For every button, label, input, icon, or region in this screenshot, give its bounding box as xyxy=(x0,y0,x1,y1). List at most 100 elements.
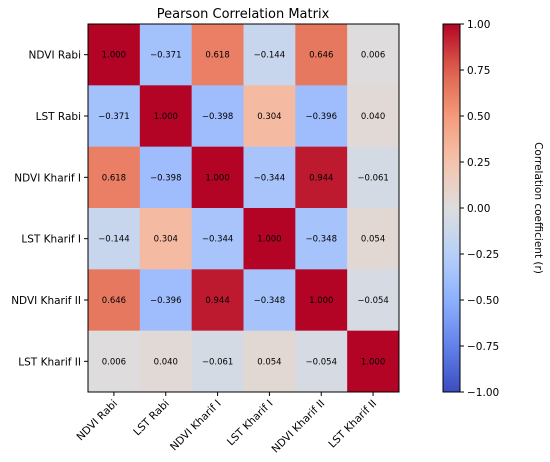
col-label: NDVI Kharif II xyxy=(270,398,328,456)
cell-value-label: −0.398 xyxy=(150,173,181,183)
heatmap-cells xyxy=(88,24,400,393)
heatmap-cell xyxy=(243,85,296,147)
heatmap-frame xyxy=(87,23,400,393)
colorbar-tick-label: −0.75 xyxy=(467,341,499,353)
row-label: NDVI Kharif I xyxy=(14,172,81,184)
cell-value-label: 0.646 xyxy=(102,296,126,306)
heatmap-cell xyxy=(191,24,244,86)
heatmap-cell xyxy=(139,85,192,147)
cell-value-label: 0.944 xyxy=(205,296,229,306)
cell-value-label: 1.000 xyxy=(361,357,385,367)
cell-value-label: 0.054 xyxy=(257,357,281,367)
heatmap-cell xyxy=(139,208,192,270)
heatmap-cell xyxy=(88,146,141,209)
colorbar-tick-label: 0.00 xyxy=(467,203,490,215)
cell-value-label: −0.054 xyxy=(357,296,388,306)
cell-value-label: 1.000 xyxy=(102,51,126,61)
cell-value-label: −0.348 xyxy=(306,235,337,245)
col-label: LST Kharif I xyxy=(225,398,276,449)
cell-value-label: −0.344 xyxy=(254,173,285,183)
cell-value-label: 0.006 xyxy=(102,357,126,367)
heatmap-cell xyxy=(191,85,244,147)
heatmap-cell xyxy=(88,330,141,393)
cell-value-label: 1.000 xyxy=(257,235,281,245)
colorbar-ticks: 1.00 0.75 0.50 0.25 0.00 −0.25 −0.50 −0.75 −1.00 xyxy=(460,19,499,399)
heatmap-cell xyxy=(88,85,141,147)
heatmap-cell xyxy=(295,330,348,393)
heatmap-cell xyxy=(295,269,348,331)
heatmap-cell xyxy=(243,24,296,86)
heatmap-cell xyxy=(191,330,244,393)
cell-value-label: 1.000 xyxy=(154,112,178,122)
heatmap-cell xyxy=(347,330,400,393)
colorbar-tick-label: 1.00 xyxy=(467,19,490,31)
colorbar-tick-label: 0.75 xyxy=(467,65,490,77)
heatmap-cell xyxy=(243,146,296,209)
col-label: LST Rabi xyxy=(131,398,172,439)
heatmap-cell xyxy=(88,208,141,270)
cell-value-label: 0.040 xyxy=(361,112,385,122)
heatmap-cell xyxy=(139,146,192,209)
cell-value-label: −0.061 xyxy=(357,173,388,183)
cell-value-label: −0.144 xyxy=(254,51,285,61)
cell-value-label: −0.344 xyxy=(202,235,233,245)
heatmap-cell xyxy=(295,146,348,209)
colorbar-tick-label: −0.25 xyxy=(467,249,499,261)
row-label: LST Rabi xyxy=(36,111,81,123)
cell-value-label: 0.646 xyxy=(309,51,333,61)
row-label: NDVI Kharif II xyxy=(11,295,81,307)
cell-value-label: 0.944 xyxy=(309,173,333,183)
cell-value-label: −0.054 xyxy=(306,357,337,367)
heatmap-row-labels: NDVI Rabi LST Rabi NDVI Kharif I LST Kharif… xyxy=(11,50,88,368)
heatmap-cell xyxy=(139,24,192,86)
heatmap-cell-values: 1.000 −0.371 0.618 −0.144 0.646 0.006 −0.371 1.… xyxy=(98,51,389,368)
heatmap-cell xyxy=(295,24,348,86)
heatmap-cell xyxy=(243,208,296,270)
col-label: NDVI Rabi xyxy=(74,398,120,444)
colorbar xyxy=(442,23,461,393)
colorbar-tick-label: −0.50 xyxy=(467,295,499,307)
cell-value-label: 0.006 xyxy=(361,51,385,61)
row-label: NDVI Rabi xyxy=(29,50,81,62)
heatmap-cell xyxy=(191,146,244,209)
heatmap-cell xyxy=(243,330,296,393)
heatmap-cell xyxy=(88,269,141,331)
heatmap-cell xyxy=(88,24,141,86)
heatmap-cell xyxy=(295,208,348,270)
cell-value-label: 0.304 xyxy=(154,235,178,245)
heatmap-cell xyxy=(347,146,400,209)
cell-value-label: 1.000 xyxy=(309,296,333,306)
row-label: LST Kharif II xyxy=(18,356,81,368)
colorbar-label: Correlation coefficient (r) xyxy=(532,142,544,274)
heatmap-cell xyxy=(191,269,244,331)
cell-value-label: −0.396 xyxy=(150,296,181,306)
cell-value-label: −0.398 xyxy=(202,112,233,122)
colorbar-tick-label: −1.00 xyxy=(467,387,499,399)
col-label: LST Kharif II xyxy=(326,398,379,451)
row-label: LST Kharif I xyxy=(21,234,81,246)
cell-value-label: 1.000 xyxy=(205,173,229,183)
heatmap-cell xyxy=(139,269,192,331)
cell-value-label: −0.396 xyxy=(306,112,337,122)
cell-value-label: −0.371 xyxy=(98,112,129,122)
colorbar-tick-label: 0.50 xyxy=(467,111,490,123)
chart-title: Pearson Correlation Matrix xyxy=(157,7,330,22)
heatmap-cell xyxy=(191,208,244,270)
col-label: NDVI Kharif I xyxy=(168,398,224,454)
heatmap-cell xyxy=(347,269,400,331)
heatmap-cell xyxy=(295,85,348,147)
heatmap-cell xyxy=(347,208,400,270)
cell-value-label: 0.304 xyxy=(257,112,281,122)
cell-value-label: −0.061 xyxy=(202,357,233,367)
cell-value-label: 0.040 xyxy=(154,357,178,367)
cell-value-label: 0.054 xyxy=(361,235,385,245)
cell-value-label: −0.144 xyxy=(98,235,129,245)
heatmap-cell xyxy=(243,269,296,331)
heatmap-cell xyxy=(347,85,400,147)
heatmap-cell xyxy=(347,24,400,86)
cell-value-label: 0.618 xyxy=(205,51,229,61)
colorbar-tick-label: 0.25 xyxy=(467,157,490,169)
heatmap-cell xyxy=(139,330,192,393)
